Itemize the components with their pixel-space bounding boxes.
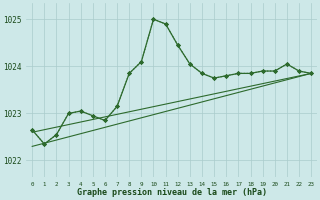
X-axis label: Graphe pression niveau de la mer (hPa): Graphe pression niveau de la mer (hPa): [77, 188, 267, 197]
